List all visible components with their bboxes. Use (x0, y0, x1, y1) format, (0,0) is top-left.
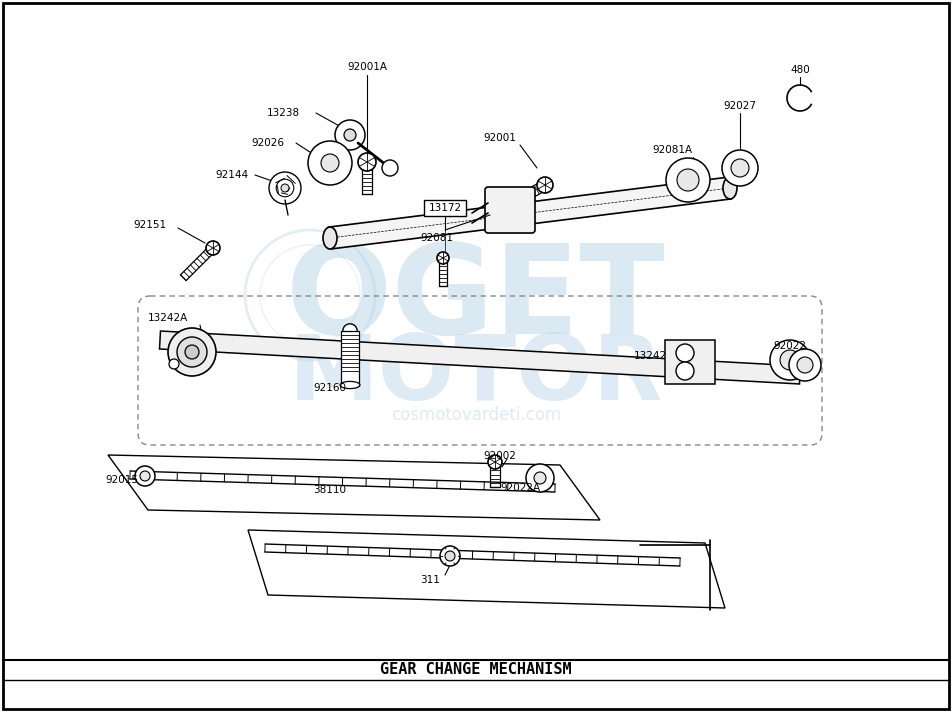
FancyBboxPatch shape (485, 187, 535, 233)
Circle shape (676, 362, 694, 380)
Circle shape (321, 154, 339, 172)
Circle shape (358, 153, 376, 171)
Text: 311: 311 (420, 575, 440, 585)
Ellipse shape (723, 177, 737, 199)
Circle shape (140, 471, 150, 481)
Text: 92022: 92022 (773, 341, 806, 351)
Bar (665, 340, 715, 384)
Circle shape (185, 345, 199, 359)
Circle shape (488, 455, 502, 469)
Circle shape (308, 141, 352, 185)
Circle shape (343, 324, 357, 338)
Text: 480: 480 (790, 65, 810, 75)
Text: cosmotovardeti.com: cosmotovardeti.com (391, 406, 561, 424)
Text: 92001: 92001 (484, 133, 516, 143)
Polygon shape (328, 177, 731, 249)
Circle shape (797, 357, 813, 373)
Text: 13172: 13172 (428, 203, 462, 213)
Circle shape (269, 172, 301, 204)
Text: OGET: OGET (287, 239, 665, 360)
Circle shape (276, 179, 294, 197)
Circle shape (135, 466, 155, 486)
Text: 13242A: 13242A (148, 313, 188, 323)
Text: 92081A: 92081A (652, 145, 692, 155)
Text: 92001A: 92001A (347, 62, 387, 72)
Text: 92002: 92002 (484, 451, 516, 461)
Polygon shape (160, 331, 801, 384)
Text: 92027: 92027 (724, 101, 757, 111)
Circle shape (770, 340, 810, 380)
Text: 92144: 92144 (215, 170, 248, 180)
Circle shape (445, 551, 455, 561)
Circle shape (789, 349, 821, 381)
Circle shape (168, 328, 216, 376)
Bar (341, 331, 359, 386)
Circle shape (780, 350, 800, 370)
Text: 92151: 92151 (133, 220, 167, 230)
Text: 92022A: 92022A (500, 483, 540, 493)
Text: 92026: 92026 (251, 138, 285, 148)
Text: 13242: 13242 (633, 351, 666, 361)
Circle shape (534, 472, 546, 484)
Ellipse shape (340, 382, 360, 389)
Text: 92081: 92081 (421, 233, 453, 243)
Circle shape (382, 160, 398, 176)
Circle shape (731, 159, 749, 177)
Circle shape (206, 241, 220, 255)
Circle shape (722, 150, 758, 186)
Text: 92160: 92160 (313, 383, 347, 393)
Circle shape (177, 337, 207, 367)
Circle shape (666, 158, 710, 202)
Circle shape (335, 120, 365, 150)
Text: 13238: 13238 (267, 108, 300, 118)
Circle shape (344, 129, 356, 141)
Circle shape (169, 359, 179, 369)
Text: 92015: 92015 (106, 475, 138, 485)
Ellipse shape (323, 227, 337, 249)
Text: 38110: 38110 (313, 485, 347, 495)
Bar (424, 200, 466, 216)
Circle shape (537, 177, 553, 193)
Circle shape (677, 169, 699, 191)
Text: GEAR CHANGE MECHANISM: GEAR CHANGE MECHANISM (380, 662, 572, 678)
Circle shape (437, 252, 449, 264)
Circle shape (676, 344, 694, 362)
Circle shape (281, 184, 289, 192)
Circle shape (526, 464, 554, 492)
Circle shape (440, 546, 460, 566)
Text: MOTOR: MOTOR (288, 331, 664, 419)
